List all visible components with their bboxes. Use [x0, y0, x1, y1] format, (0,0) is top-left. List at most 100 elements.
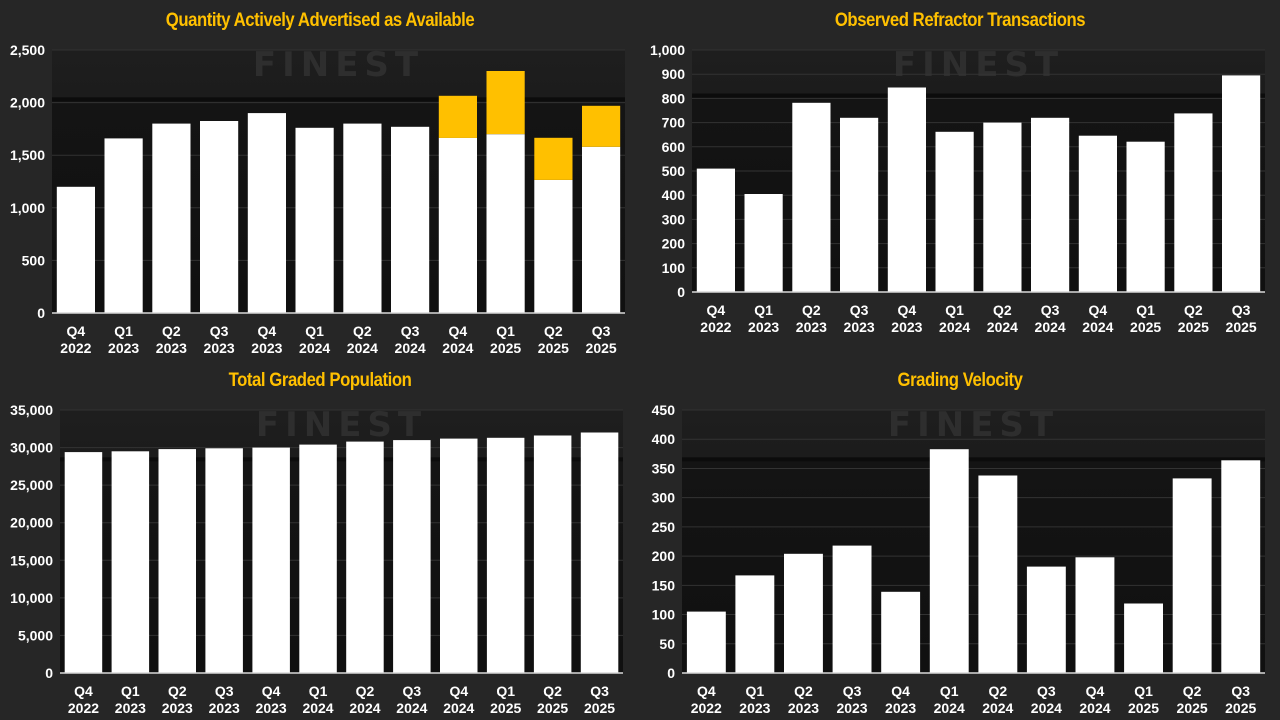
- bar-base: [152, 123, 191, 313]
- x-tick-label-quarter: Q2: [543, 683, 562, 699]
- bar-population: [440, 438, 478, 673]
- x-tick-label-year: 2025: [584, 700, 615, 716]
- x-tick-label-quarter: Q2: [988, 683, 1007, 699]
- bar-population: [346, 441, 384, 673]
- x-tick-label-quarter: Q2: [1183, 683, 1202, 699]
- chart-svg: FINEST05001,0001,5002,0002,500Q42022Q120…: [10, 42, 625, 356]
- x-tick-label-quarter: Q3: [1041, 302, 1060, 318]
- y-tick-label: 10,000: [10, 590, 53, 606]
- finest-watermark: FINEST: [888, 405, 1059, 445]
- x-tick-label-year: 2023: [115, 700, 146, 716]
- x-tick-label-quarter: Q1: [496, 323, 515, 339]
- background-frame-band: [60, 457, 623, 462]
- y-tick-label: 100: [652, 607, 676, 623]
- chart-refractor-transactions: Observed Refractor Transactions FINEST 0 1…: [640, 0, 1280, 360]
- y-tick-label: 800: [662, 90, 686, 106]
- x-tick-label-year: 2023: [204, 340, 235, 356]
- bar-velocity: [784, 553, 823, 673]
- x-tick-label-year: 2025: [586, 340, 617, 356]
- y-tick-label: 350: [652, 460, 676, 476]
- x-tick-label-year: 2023: [156, 340, 187, 356]
- x-tick-label-year: 2022: [60, 340, 91, 356]
- x-tick-label-quarter: Q4: [262, 683, 281, 699]
- x-tick-label-quarter: Q4: [67, 323, 86, 339]
- bar-population: [580, 432, 619, 673]
- x-tick-label-year: 2024: [395, 340, 426, 356]
- x-tick-label-year: 2022: [700, 319, 731, 335]
- x-tick-label-year: 2023: [748, 319, 779, 335]
- x-tick-label-year: 2024: [442, 340, 473, 356]
- x-tick-label-quarter: Q4: [1086, 683, 1105, 699]
- x-tick-label-quarter: Q3: [590, 683, 609, 699]
- x-tick-label-year: 2024: [349, 700, 380, 716]
- y-tick-label: 2,000: [10, 95, 45, 111]
- x-tick-label-year: 2023: [891, 319, 922, 335]
- x-tick-label-quarter: Q3: [843, 683, 862, 699]
- x-tick-label-year: 2024: [1079, 700, 1110, 716]
- bar-population: [299, 444, 337, 673]
- x-tick-label-year: 2024: [347, 340, 378, 356]
- bar-base: [534, 179, 573, 313]
- bar-base: [295, 127, 334, 313]
- x-tick-label-quarter: Q3: [401, 323, 420, 339]
- bar-base: [247, 113, 286, 313]
- x-tick-label-year: 2024: [982, 700, 1013, 716]
- background-frame-band: [52, 97, 625, 102]
- bar-transactions: [696, 168, 735, 292]
- x-tick-label-year: 2023: [108, 340, 139, 356]
- bar-base: [438, 137, 477, 313]
- x-tick-label-quarter: Q1: [746, 683, 765, 699]
- y-tick-label: 0: [45, 665, 53, 681]
- y-tick-label: 25,000: [10, 477, 53, 493]
- x-tick-label-quarter: Q1: [114, 323, 133, 339]
- y-tick-label: 900: [662, 66, 686, 82]
- y-tick-label: 20,000: [10, 515, 53, 531]
- x-tick-label-quarter: Q2: [544, 323, 563, 339]
- x-tick-label-year: 2023: [836, 700, 867, 716]
- bar-velocity: [978, 475, 1018, 673]
- bar-velocity: [1026, 566, 1066, 673]
- x-tick-label-year: 2025: [1226, 319, 1257, 335]
- y-tick-label: 450: [652, 402, 676, 418]
- y-tick-label: 1,500: [10, 147, 45, 163]
- x-tick-label-quarter: Q1: [305, 323, 324, 339]
- bar-population: [158, 449, 196, 673]
- x-tick-label-year: 2022: [68, 700, 99, 716]
- y-tick-label: 250: [652, 519, 676, 535]
- x-tick-label-year: 2024: [443, 700, 474, 716]
- bar-velocity: [929, 449, 969, 673]
- bar-velocity: [832, 545, 872, 673]
- x-tick-label-quarter: Q1: [309, 683, 328, 699]
- x-tick-label-quarter: Q4: [898, 302, 917, 318]
- x-tick-label-year: 2023: [256, 700, 287, 716]
- x-tick-label-quarter: Q1: [1136, 302, 1155, 318]
- x-tick-label-quarter: Q2: [1184, 302, 1203, 318]
- y-tick-label: 400: [652, 431, 676, 447]
- bar-transactions: [792, 102, 831, 292]
- finest-watermark: FINEST: [253, 45, 424, 85]
- chart-title: Observed Refractor Transactions: [834, 10, 1086, 31]
- x-tick-label-year: 2025: [1225, 700, 1256, 716]
- y-tick-label: 0: [37, 305, 45, 321]
- x-tick-label-year: 2023: [844, 319, 875, 335]
- x-tick-label-year: 2023: [885, 700, 916, 716]
- bar-base: [56, 186, 95, 313]
- bar-base: [582, 146, 621, 313]
- chart-svg: FINEST 0 100 200 300 400 500 600 700 800 900 1,000 Q…: [650, 42, 1265, 335]
- bar-population: [486, 437, 525, 673]
- bar-transactions: [1174, 113, 1213, 293]
- bar-velocity: [735, 575, 775, 673]
- x-tick-label-year: 2024: [1082, 319, 1113, 335]
- y-tick-label: 0: [677, 284, 685, 300]
- y-tick-label: 15,000: [10, 552, 53, 568]
- x-tick-label-quarter: Q4: [697, 683, 716, 699]
- x-tick-label-quarter: Q3: [1231, 683, 1250, 699]
- x-tick-label-year: 2024: [934, 700, 965, 716]
- plot-area: [60, 410, 623, 673]
- x-tick-label-quarter: Q1: [121, 683, 140, 699]
- bar-population: [64, 452, 103, 673]
- chart-svg: FINEST 0 5,000 10,000 15,000 20,000 25,000 30,0…: [10, 402, 623, 716]
- x-tick-label-quarter: Q1: [940, 683, 959, 699]
- bar-additional: [438, 95, 477, 138]
- x-tick-label-year: 2023: [162, 700, 193, 716]
